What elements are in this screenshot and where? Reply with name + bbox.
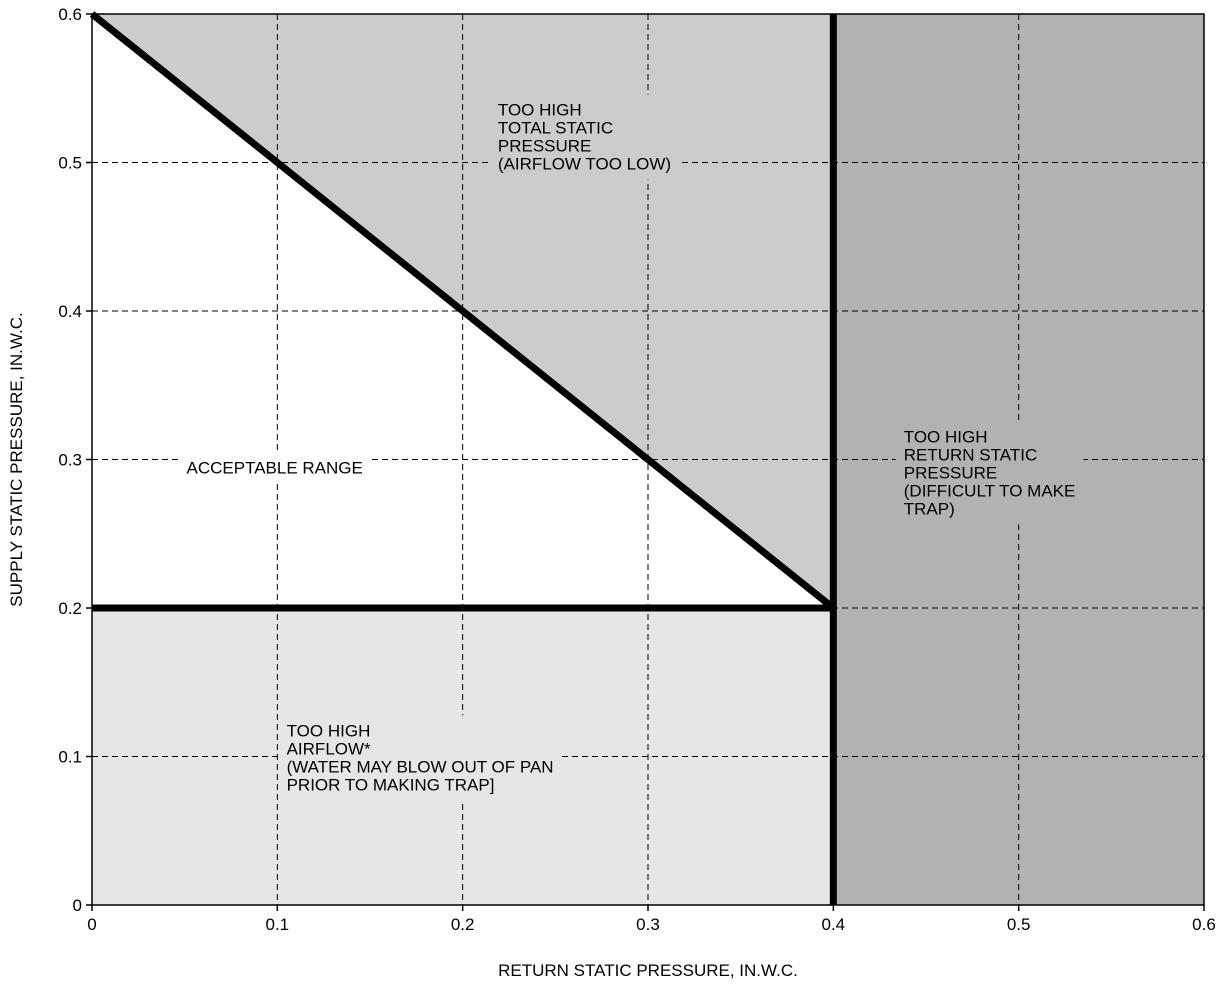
boundary-lines-layer [89, 11, 837, 905]
region-label-too-high-return-static: TOO HIGH RETURN STATIC PRESSURE (DIFFICULT … [904, 427, 1076, 518]
x-tick-label: 0.5 [1007, 915, 1031, 934]
ticks-layer: 0 0.1 0.2 0.3 0.4 0.5 0.6 0 0.1 0.2 0.3 0.4 0.5 0.6 [58, 5, 1215, 934]
region-label-acceptable-range: ACCEPTABLE RANGE [187, 459, 363, 478]
region-label-too-high-total-static: TOO HIGH TOTAL STATIC PRESSURE (AIRFLOW TOO… [498, 101, 671, 174]
y-tick-label: 0.6 [58, 5, 82, 24]
y-axis-title: SUPPLY STATIC PRESSURE, IN.W.C. [7, 312, 26, 606]
region-label-background [895, 421, 1084, 525]
x-tick-label: 0.2 [451, 915, 475, 934]
y-tick-label: 0.5 [58, 154, 82, 173]
x-axis-title: RETURN STATIC PRESSURE, IN.W.C. [498, 961, 798, 980]
x-tick-label: 0.6 [1192, 915, 1216, 934]
label-backgrounds-layer [178, 94, 1084, 801]
x-tick-label: 0.4 [822, 915, 846, 934]
y-tick-label: 0.2 [58, 599, 82, 618]
region-label-background [178, 452, 371, 484]
region-label-too-high-airflow: TOO HIGH AIRFLOW* (WATER MAY BLOW OUT OF P… [287, 721, 554, 794]
x-tick-label: 0 [87, 915, 96, 934]
boundary-total-static-limit [89, 11, 836, 611]
x-tick-label: 0.3 [636, 915, 660, 934]
y-tick-label: 0.4 [58, 302, 82, 321]
region-label-background [278, 715, 562, 801]
y-tick-label: 0.3 [58, 451, 82, 470]
x-tick-label: 0.1 [266, 915, 290, 934]
region-label-background [489, 94, 680, 180]
y-tick-label: 0.1 [58, 748, 82, 767]
y-tick-label: 0 [73, 896, 82, 915]
region-labels-layer: TOO HIGH AIRFLOW* (WATER MAY BLOW OUT OF P… [187, 101, 1076, 795]
